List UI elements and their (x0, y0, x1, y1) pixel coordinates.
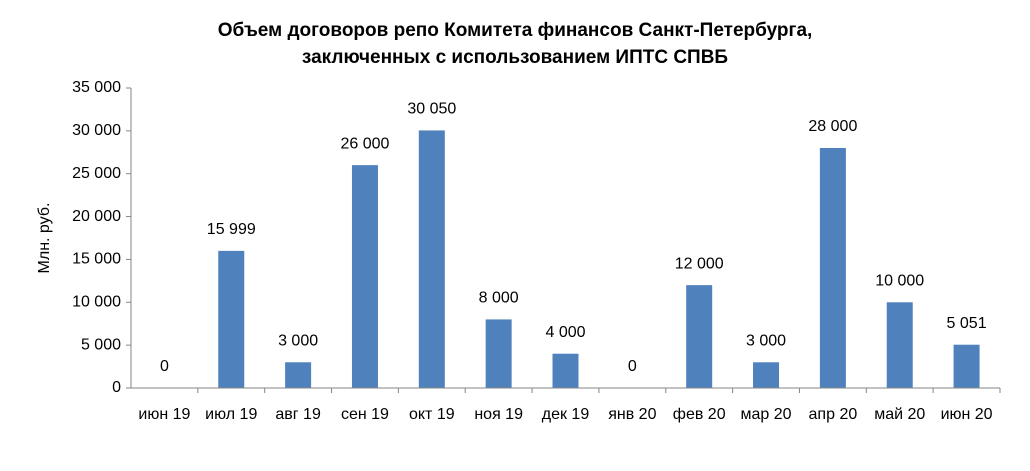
y-tick-label: 0 (112, 379, 121, 396)
value-label: 0 (160, 358, 169, 375)
y-tick-label: 30 000 (72, 122, 121, 139)
value-label: 8 000 (479, 290, 519, 307)
bar (753, 362, 780, 388)
bar (953, 344, 980, 388)
value-label: 30 050 (407, 101, 456, 118)
bar (285, 362, 312, 388)
x-tick-label: июн 19 (138, 406, 190, 423)
x-tick-label: июл 19 (205, 406, 257, 423)
bar (819, 148, 846, 388)
y-tick-label: 15 000 (72, 251, 121, 268)
x-tick-label: ноя 19 (474, 406, 523, 423)
x-tick-label: сен 19 (341, 406, 389, 423)
value-label: 10 000 (875, 273, 924, 290)
value-label: 3 000 (746, 333, 786, 350)
bar (485, 319, 512, 388)
x-tick-label: янв 20 (608, 406, 656, 423)
value-label: 5 051 (947, 315, 987, 332)
y-tick-label: 10 000 (72, 294, 121, 311)
value-label: 26 000 (340, 135, 389, 152)
y-tick-label: 35 000 (72, 79, 121, 96)
x-tick-label: фев 20 (673, 406, 726, 423)
x-tick-label: апр 20 (809, 406, 858, 423)
y-tick-label: 5 000 (81, 336, 121, 353)
bar (552, 353, 579, 388)
x-tick-label: мар 20 (741, 406, 792, 423)
bar (686, 285, 713, 388)
value-label: 15 999 (207, 221, 256, 238)
value-label: 4 000 (545, 324, 585, 341)
bar (218, 250, 245, 388)
value-label: 0 (628, 358, 637, 375)
x-tick-label: окт 19 (409, 406, 455, 423)
value-label: 12 000 (675, 255, 724, 272)
x-tick-label: июн 20 (941, 406, 993, 423)
bar (418, 130, 445, 388)
x-tick-label: май 20 (874, 406, 925, 423)
y-axis-label: Млн. руб. (36, 203, 53, 274)
x-tick-label: авг 19 (275, 406, 321, 423)
x-tick-label: дек 19 (542, 406, 590, 423)
bar (886, 302, 913, 388)
chart-title: Объем договоров репо Комитета финансов С… (218, 20, 813, 41)
y-tick-label: 20 000 (72, 208, 121, 225)
bar (351, 165, 378, 388)
y-tick-label: 25 000 (72, 165, 121, 182)
value-label: 3 000 (278, 333, 318, 350)
chart-title: заключенных с использованием ИПТС СПВБ (302, 47, 728, 68)
value-label: 28 000 (808, 118, 857, 135)
